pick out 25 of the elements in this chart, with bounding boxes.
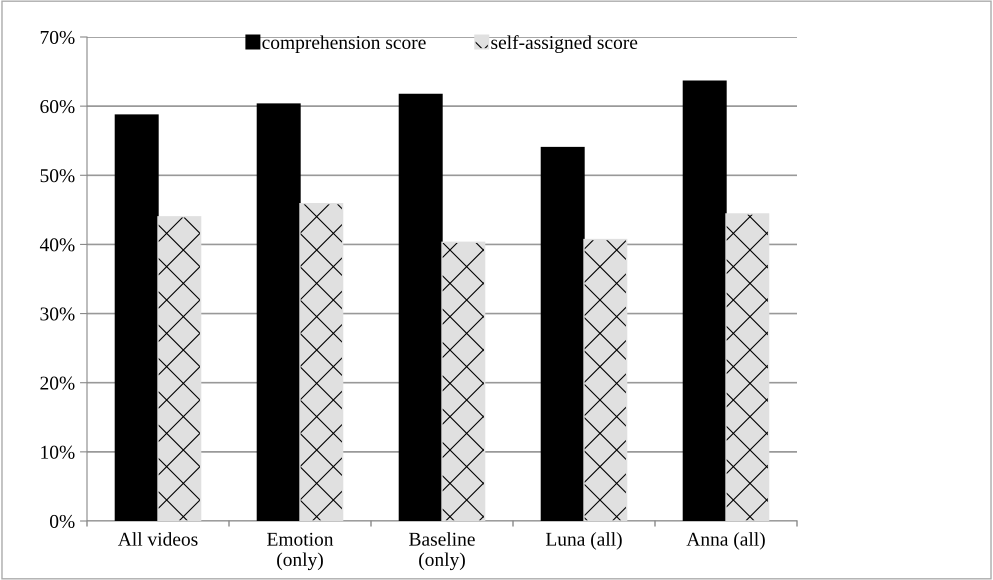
x-tick-label: All videos xyxy=(118,532,198,546)
x-tick-label: Emotion (only) xyxy=(267,532,334,570)
x-tick-label: Baseline (only) xyxy=(409,532,475,570)
bar xyxy=(583,238,628,521)
y-tick-label: 50% xyxy=(40,169,75,182)
y-tick-label: 20% xyxy=(40,376,75,390)
x-tick-label: Anna (all) xyxy=(686,532,765,550)
bar xyxy=(540,146,585,521)
bar xyxy=(299,202,344,521)
bar xyxy=(441,242,486,521)
legend-label: self-assigned score xyxy=(491,35,638,54)
y-tick-label: 10% xyxy=(41,446,75,459)
y-tick-label: 0% xyxy=(50,514,75,528)
x-tick-label: Luna (all) xyxy=(546,532,622,550)
bar xyxy=(256,103,301,521)
y-tick-label: 60% xyxy=(40,100,75,114)
bar xyxy=(114,114,159,521)
y-tick-label: 30% xyxy=(40,307,75,321)
bar xyxy=(157,216,202,521)
bar xyxy=(725,213,770,521)
bar xyxy=(682,80,727,521)
legend-label: comprehension score xyxy=(262,35,426,53)
y-tick-label: 40% xyxy=(40,238,75,252)
bar xyxy=(398,94,443,521)
y-tick-label: 70% xyxy=(40,30,75,44)
